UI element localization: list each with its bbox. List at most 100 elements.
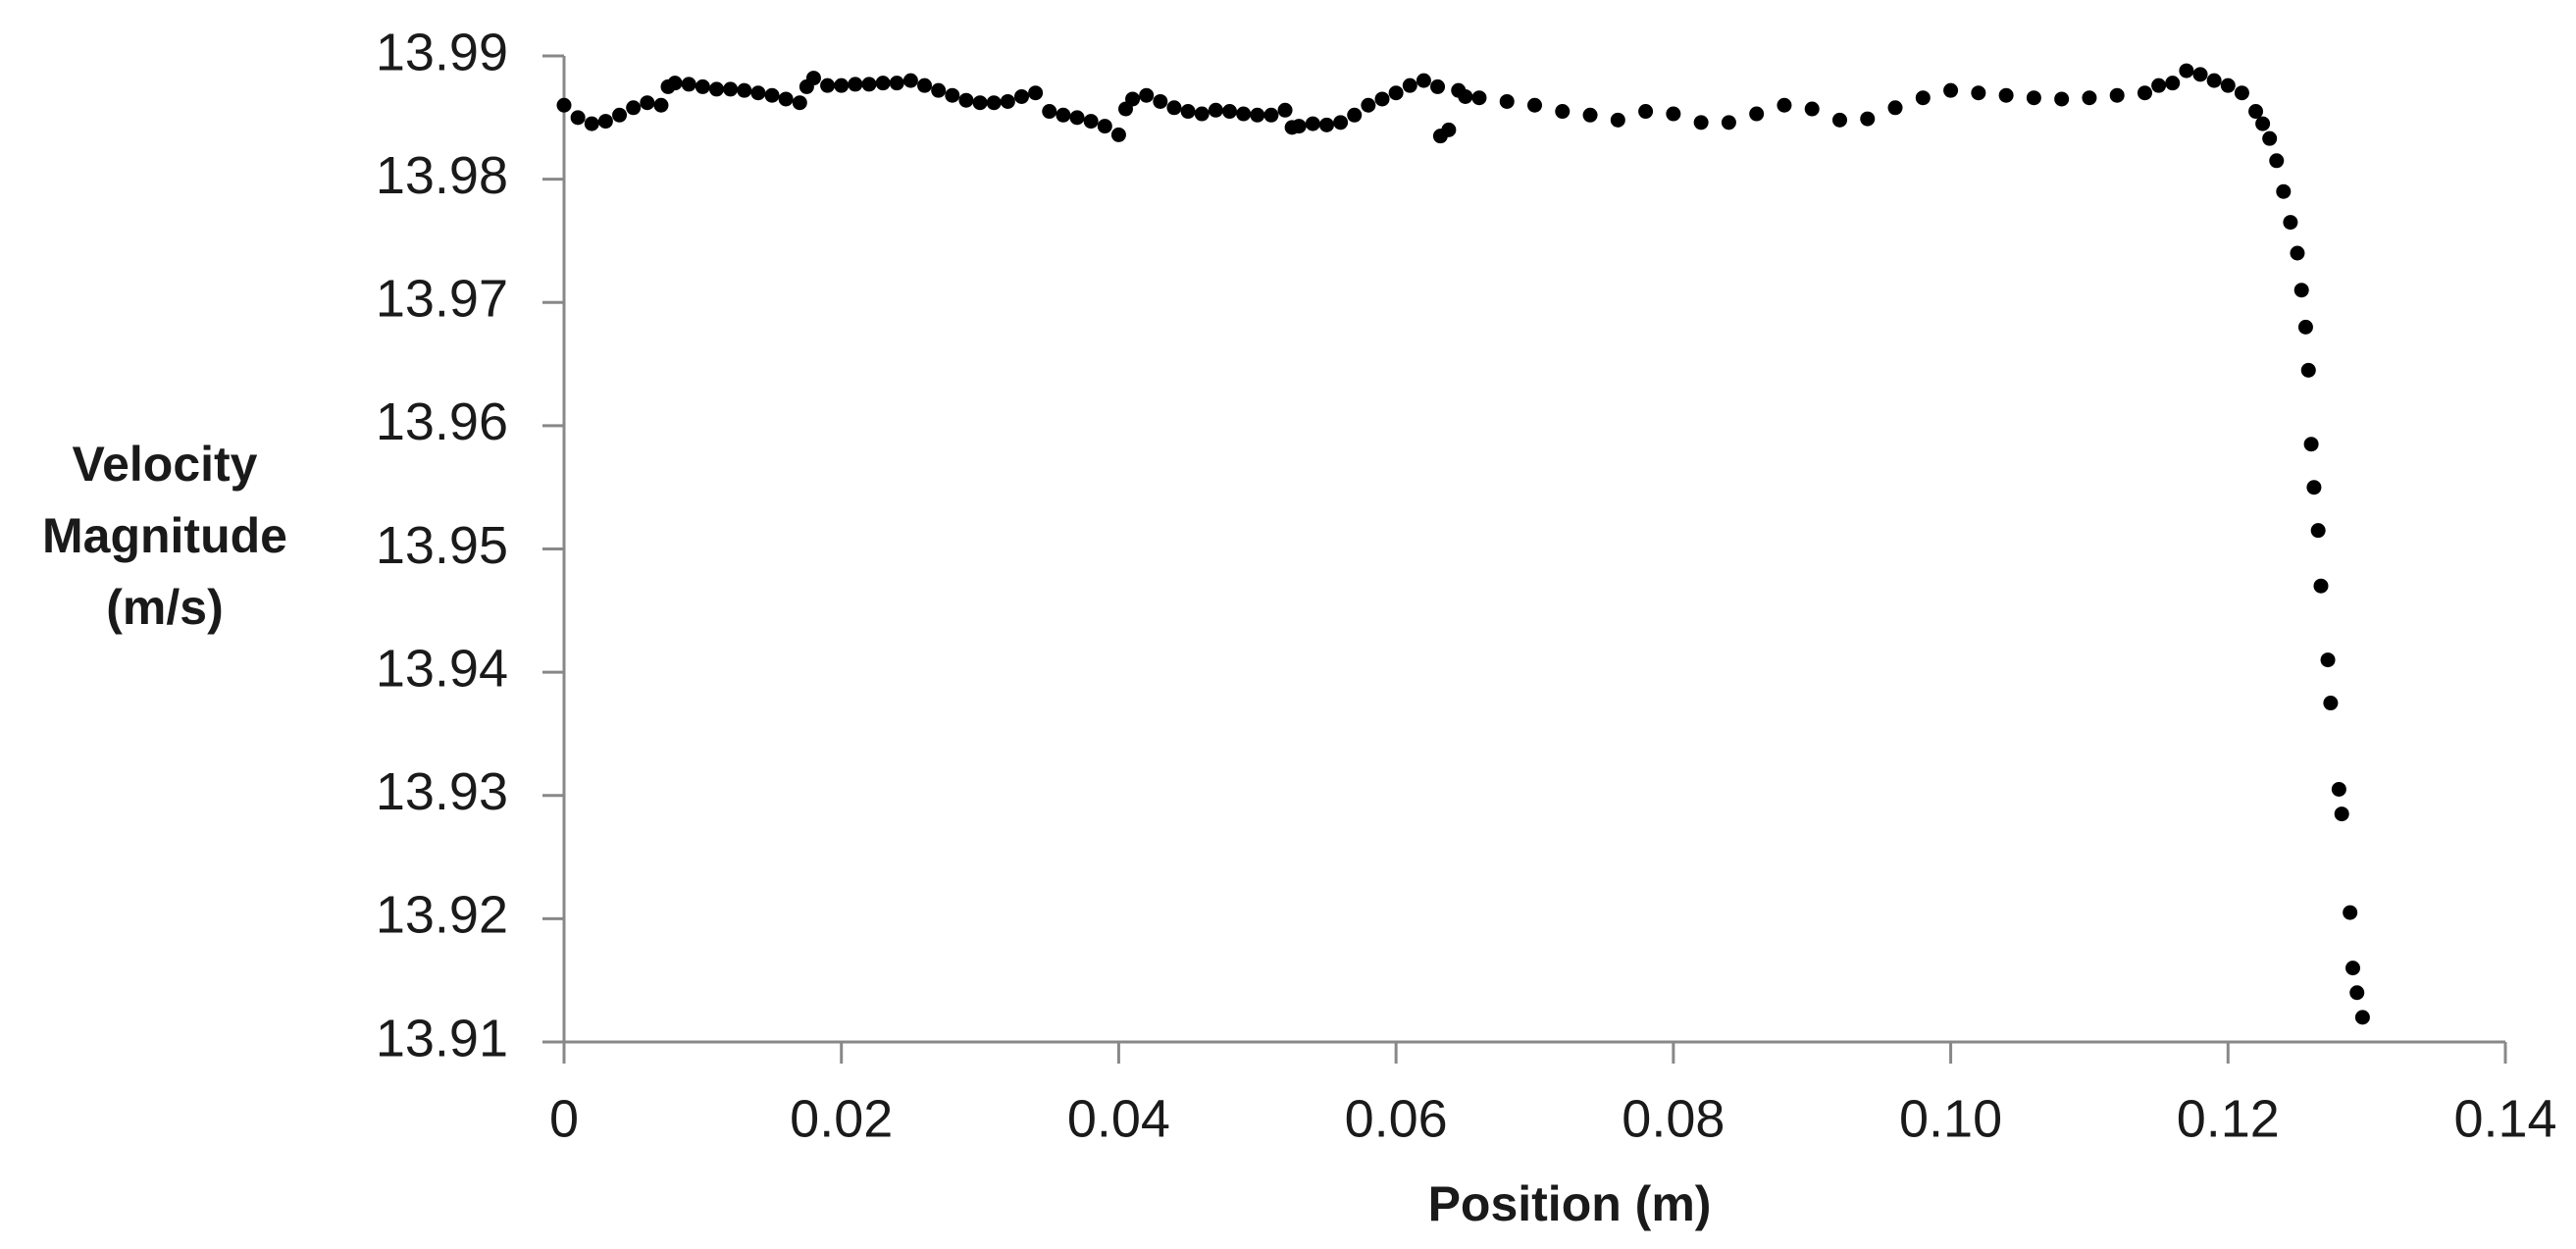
data-point (792, 95, 807, 111)
data-point (1236, 106, 1252, 122)
data-point (972, 95, 988, 111)
data-point (2082, 90, 2097, 106)
data-point (1998, 87, 2014, 103)
data-point (1527, 97, 1542, 113)
data-point (667, 76, 683, 91)
data-point (917, 78, 933, 93)
data-point (1194, 106, 1210, 122)
data-point (2151, 78, 2167, 93)
data-point (2206, 73, 2222, 88)
data-point (1582, 107, 1598, 123)
data-point (750, 85, 766, 101)
data-point (2293, 283, 2309, 298)
data-point (2109, 87, 2125, 103)
data-point (2334, 807, 2349, 822)
data-point (2297, 319, 2313, 335)
data-point (945, 87, 960, 103)
data-point (2026, 90, 2041, 106)
data-point (1777, 97, 1792, 113)
data-point (1139, 87, 1155, 103)
data-point (2306, 480, 2322, 495)
data-point (1638, 104, 1654, 120)
data-point (2300, 362, 2316, 378)
data-point (584, 116, 599, 131)
y-tick-label: 13.92 (376, 886, 508, 945)
data-point (2345, 961, 2361, 976)
data-point (2343, 905, 2358, 920)
data-point (2269, 153, 2285, 169)
data-point (2276, 183, 2292, 199)
data-point (2303, 437, 2319, 452)
data-point (1153, 93, 1168, 109)
data-point (2179, 63, 2194, 78)
data-point (570, 110, 586, 126)
data-point (2320, 652, 2336, 668)
data-point (626, 100, 642, 116)
data-point (1333, 115, 1349, 130)
data-point (1097, 119, 1112, 134)
data-point (2255, 116, 2271, 131)
data-point (640, 95, 655, 111)
data-point (1222, 104, 1238, 120)
data-point (861, 77, 877, 92)
data-point (1069, 110, 1085, 126)
data-point (2313, 578, 2329, 594)
data-point (1860, 111, 1876, 127)
data-point (1416, 73, 1431, 88)
data-point (1361, 97, 1376, 113)
data-point (778, 91, 794, 107)
data-point (1804, 101, 1820, 117)
data-point (695, 78, 710, 94)
data-point (1318, 117, 1334, 132)
x-tick-label: 0.04 (1067, 1089, 1170, 1148)
data-point (2310, 523, 2326, 539)
y-tick-label: 13.93 (376, 762, 508, 821)
data-point (1441, 122, 1457, 137)
data-point (1277, 102, 1293, 118)
y-axis-title: Magnitude (42, 508, 287, 563)
data-point (2331, 781, 2346, 797)
data-point (1971, 85, 1986, 101)
data-point (2054, 91, 2070, 107)
x-tick-label: 0.08 (1622, 1089, 1725, 1148)
data-point (1305, 116, 1320, 131)
x-tick-label: 0 (549, 1089, 579, 1148)
data-point (1430, 78, 1446, 94)
data-point (1471, 90, 1487, 106)
data-point (2262, 130, 2278, 146)
data-point (1056, 107, 1071, 123)
x-tick-label: 0.12 (2177, 1089, 2280, 1148)
x-tick-label: 0.06 (1345, 1089, 1448, 1148)
data-point (2354, 1010, 2370, 1025)
data-point (2290, 245, 2305, 261)
data-point (1000, 93, 1015, 109)
y-axis-title: Velocity (73, 437, 258, 492)
y-tick-label: 13.97 (376, 270, 508, 329)
data-point (1831, 112, 1847, 128)
data-point (834, 78, 850, 93)
data-point (1374, 91, 1390, 107)
data-point (2248, 104, 2264, 120)
data-point (820, 78, 836, 93)
data-point (1402, 78, 1417, 93)
data-point (1291, 119, 1307, 134)
data-point (2323, 696, 2339, 711)
y-tick-label: 13.91 (376, 1009, 508, 1067)
data-point (1666, 106, 1681, 122)
data-point (1943, 82, 1959, 98)
data-point (1749, 106, 1765, 122)
y-tick-label: 13.98 (376, 146, 508, 205)
data-point (1028, 85, 1044, 101)
y-tick-label: 13.99 (376, 23, 508, 81)
y-tick-label: 13.96 (376, 392, 508, 451)
data-point (1166, 100, 1182, 116)
data-point (1915, 90, 1931, 106)
data-point (2234, 85, 2249, 101)
data-point (1347, 107, 1363, 123)
data-point (1499, 93, 1515, 109)
data-point (1250, 107, 1265, 123)
data-point (723, 81, 739, 97)
data-point (805, 71, 821, 86)
